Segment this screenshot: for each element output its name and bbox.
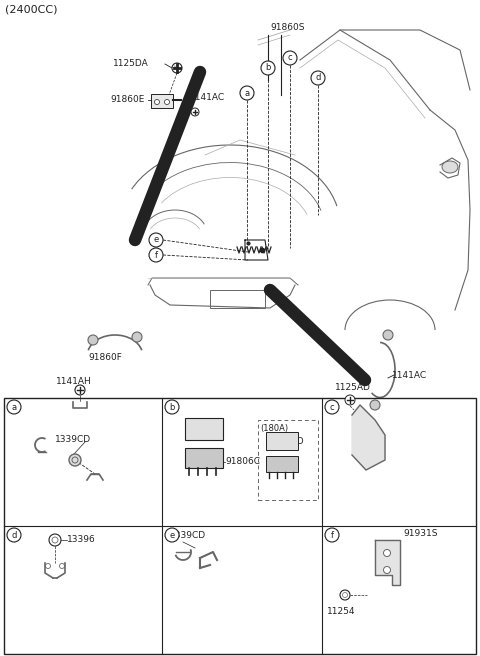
Polygon shape <box>375 540 400 585</box>
Circle shape <box>340 590 350 600</box>
Bar <box>4 398 476 654</box>
Text: c: c <box>288 54 292 62</box>
Polygon shape <box>352 405 385 470</box>
Circle shape <box>165 100 169 104</box>
Text: a: a <box>244 89 250 98</box>
Text: 1141AH: 1141AH <box>56 377 92 386</box>
Text: b: b <box>265 64 271 73</box>
Circle shape <box>88 335 98 345</box>
Text: c: c <box>330 403 334 411</box>
Circle shape <box>261 61 275 75</box>
Circle shape <box>165 400 179 414</box>
Circle shape <box>172 63 182 73</box>
Circle shape <box>345 395 355 405</box>
Ellipse shape <box>442 161 458 173</box>
Circle shape <box>149 248 163 262</box>
Text: 1339CD: 1339CD <box>170 531 206 541</box>
Text: 91806C: 91806C <box>225 457 260 466</box>
Text: 1141AC: 1141AC <box>392 371 427 380</box>
Text: e: e <box>154 236 158 245</box>
Text: 1125AD: 1125AD <box>335 384 371 392</box>
Text: d: d <box>315 73 321 83</box>
Text: 11254: 11254 <box>327 607 356 615</box>
Text: 13396: 13396 <box>67 535 96 544</box>
Circle shape <box>165 528 179 542</box>
Text: +: + <box>171 65 177 71</box>
Circle shape <box>49 534 61 546</box>
Text: 91860F: 91860F <box>88 354 122 363</box>
Circle shape <box>191 108 199 116</box>
Text: 1339CD: 1339CD <box>55 436 91 445</box>
Circle shape <box>7 400 21 414</box>
Text: a: a <box>12 403 17 411</box>
Text: (180A): (180A) <box>260 424 288 432</box>
Text: 91931S: 91931S <box>403 529 437 537</box>
Bar <box>185 448 223 468</box>
Circle shape <box>370 400 380 410</box>
Text: f: f <box>155 251 157 260</box>
Circle shape <box>240 86 254 100</box>
Circle shape <box>75 385 85 395</box>
Circle shape <box>384 567 391 573</box>
Circle shape <box>384 550 391 556</box>
Bar <box>258 420 318 500</box>
Text: 1125DA: 1125DA <box>113 60 149 68</box>
Bar <box>266 432 298 450</box>
Bar <box>185 418 223 440</box>
Circle shape <box>383 330 393 340</box>
Circle shape <box>325 400 339 414</box>
Text: f: f <box>331 531 334 539</box>
Text: e: e <box>169 531 175 539</box>
Text: 91860S: 91860S <box>270 24 304 33</box>
Circle shape <box>149 233 163 247</box>
Circle shape <box>325 528 339 542</box>
Circle shape <box>155 100 159 104</box>
Text: 1141AC: 1141AC <box>190 92 225 102</box>
Bar <box>151 94 173 108</box>
Circle shape <box>69 454 81 466</box>
Circle shape <box>7 528 21 542</box>
Text: d: d <box>12 531 17 539</box>
Bar <box>266 456 298 472</box>
Text: 91860E: 91860E <box>110 96 144 104</box>
Circle shape <box>283 51 297 65</box>
Text: (2400CC): (2400CC) <box>5 5 58 15</box>
Circle shape <box>311 71 325 85</box>
Text: 91806D: 91806D <box>268 438 304 447</box>
Circle shape <box>132 332 142 342</box>
Text: b: b <box>169 403 175 411</box>
Bar <box>210 290 265 308</box>
